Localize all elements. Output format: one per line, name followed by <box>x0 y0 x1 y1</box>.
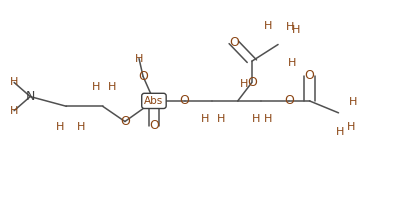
Text: O: O <box>149 119 159 132</box>
Text: H: H <box>135 54 143 64</box>
Text: H: H <box>292 25 300 35</box>
Text: H: H <box>264 114 272 124</box>
Text: Abs: Abs <box>144 96 164 106</box>
Text: H: H <box>202 114 210 124</box>
Text: H: H <box>347 122 355 132</box>
Text: O: O <box>229 36 239 49</box>
Text: H: H <box>10 77 18 87</box>
Text: O: O <box>138 70 148 83</box>
Text: O: O <box>285 94 294 107</box>
Text: H: H <box>349 97 357 107</box>
Text: O: O <box>180 94 189 107</box>
Text: H: H <box>252 114 260 124</box>
Text: H: H <box>264 21 272 31</box>
Text: H: H <box>286 22 294 32</box>
Text: H: H <box>217 114 225 124</box>
Text: H: H <box>56 122 64 132</box>
Text: H: H <box>288 58 296 68</box>
Text: O: O <box>305 69 314 82</box>
Text: N: N <box>25 90 35 103</box>
Text: H: H <box>108 82 116 92</box>
Text: H: H <box>10 106 18 116</box>
Text: H: H <box>92 82 100 92</box>
Text: O: O <box>247 76 257 89</box>
Text: H: H <box>240 79 248 89</box>
Text: H: H <box>337 127 345 137</box>
Text: O: O <box>120 115 130 128</box>
Text: H: H <box>77 122 85 132</box>
